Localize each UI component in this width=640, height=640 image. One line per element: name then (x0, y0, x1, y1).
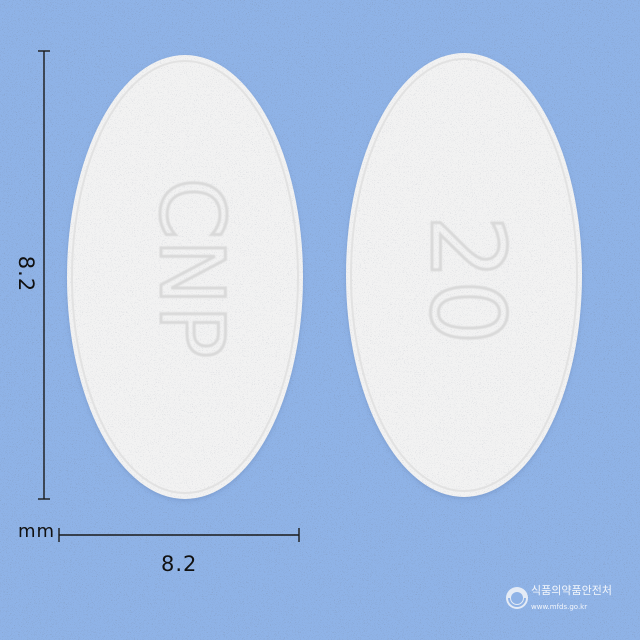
tablet-left-imprint: CNP (140, 178, 243, 358)
tablet-right-imprint: 20 (407, 215, 526, 345)
height-dimension-label: 8.2 (14, 255, 39, 293)
width-dimension-label: 8.2 (161, 552, 198, 576)
tablet-left: CNP (67, 55, 303, 499)
dimension-height-line (38, 50, 50, 500)
tablet-right: 20 (346, 53, 582, 497)
watermark-logo-icon (506, 587, 528, 609)
unit-label: mm (18, 521, 56, 542)
dimension-width-line (58, 528, 300, 542)
watermark-url: www.mfds.go.kr (531, 603, 588, 611)
watermark-text: 식품의약품안전처 (531, 584, 612, 597)
